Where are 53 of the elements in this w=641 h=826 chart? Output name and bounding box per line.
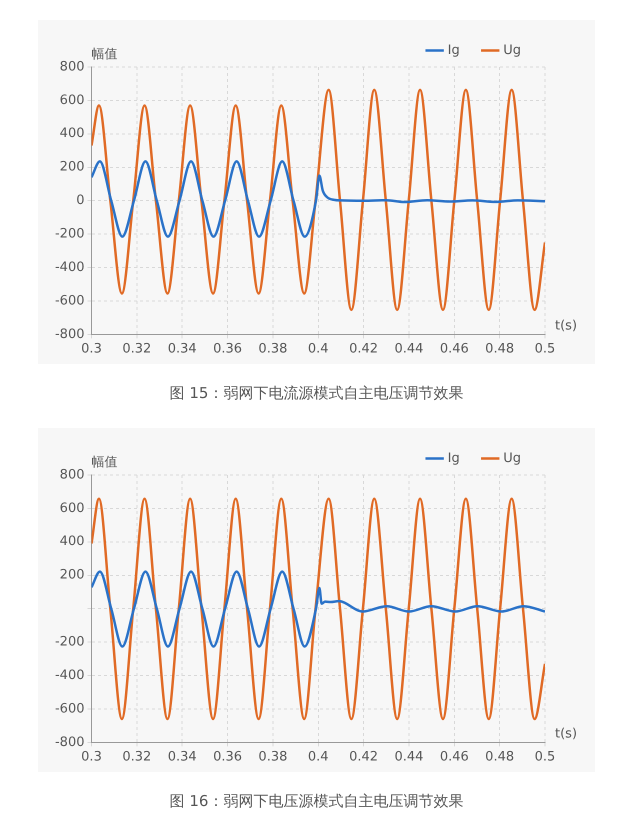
x-tick-label: 0.48: [485, 750, 514, 765]
y-tick-label: -800: [54, 734, 85, 750]
legend-label: Ug: [503, 450, 522, 466]
y-tick-label: -200: [54, 226, 85, 242]
legend-label: Ig: [448, 450, 460, 466]
x-tick-label: 0.4: [308, 750, 329, 765]
y-tick-label: 800: [60, 59, 85, 74]
y-axis-title: 幅值: [92, 46, 118, 62]
line-series: [92, 160, 545, 238]
x-tick-label: 0.4: [308, 342, 329, 357]
x-tick-label: 0.36: [213, 342, 242, 357]
x-tick-label: 0.46: [440, 342, 469, 357]
caption: 图 16：弱网下电压源模式自主电压调节效果: [168, 792, 464, 812]
x-tick-label: 0.3: [81, 750, 102, 765]
legend-label: Ig: [448, 42, 460, 58]
y-tick-label: 400: [60, 126, 85, 142]
legend-label: Ug: [503, 42, 522, 58]
x-tick-label: 0.38: [258, 750, 288, 765]
y-tick-label: -400: [54, 260, 85, 275]
x-tick-label: 0.32: [122, 342, 152, 357]
y-tick-label: 200: [60, 160, 85, 175]
x-tick-label: 0.34: [168, 750, 197, 765]
y-tick-label: -400: [54, 668, 85, 683]
y-tick-label: 200: [60, 568, 85, 583]
x-tick-label: 0.36: [213, 750, 242, 765]
y-tick-label: -600: [54, 293, 85, 308]
x-tick-label: 0.44: [394, 750, 424, 765]
y-axis-title: 幅值: [92, 454, 118, 470]
x-tick-label: 0.3: [81, 342, 102, 357]
x-axis-title: t(s): [555, 318, 578, 334]
x-tick-label: 0.34: [168, 342, 197, 357]
y-tick-label: 400: [60, 534, 85, 550]
x-tick-label: 0.46: [440, 750, 469, 765]
x-tick-label: 0.48: [485, 342, 514, 357]
line-series: [92, 570, 545, 648]
y-tick-label: -200: [54, 634, 85, 650]
y-tick-label: 600: [60, 92, 85, 108]
y-tick-label: 800: [60, 467, 85, 482]
x-tick-label: 0.44: [394, 342, 424, 357]
y-tick-label: 600: [60, 500, 85, 516]
x-tick-label: 0.32: [122, 750, 152, 765]
x-tick-label: 0.5: [534, 750, 556, 765]
line-series: [92, 497, 545, 720]
x-axis-title: t(s): [555, 726, 578, 742]
y-tick-label: -600: [54, 701, 85, 716]
line-series: [92, 88, 545, 312]
y-tick-label: 0: [76, 193, 85, 208]
x-tick-label: 0.42: [349, 342, 378, 357]
x-tick-label: 0.42: [349, 750, 378, 765]
x-tick-label: 0.38: [258, 342, 288, 357]
y-tick-label: -800: [54, 326, 85, 342]
caption: 图 15：弱网下电流源模式自主电压调节效果: [168, 384, 464, 404]
x-tick-label: 0.5: [534, 342, 556, 357]
